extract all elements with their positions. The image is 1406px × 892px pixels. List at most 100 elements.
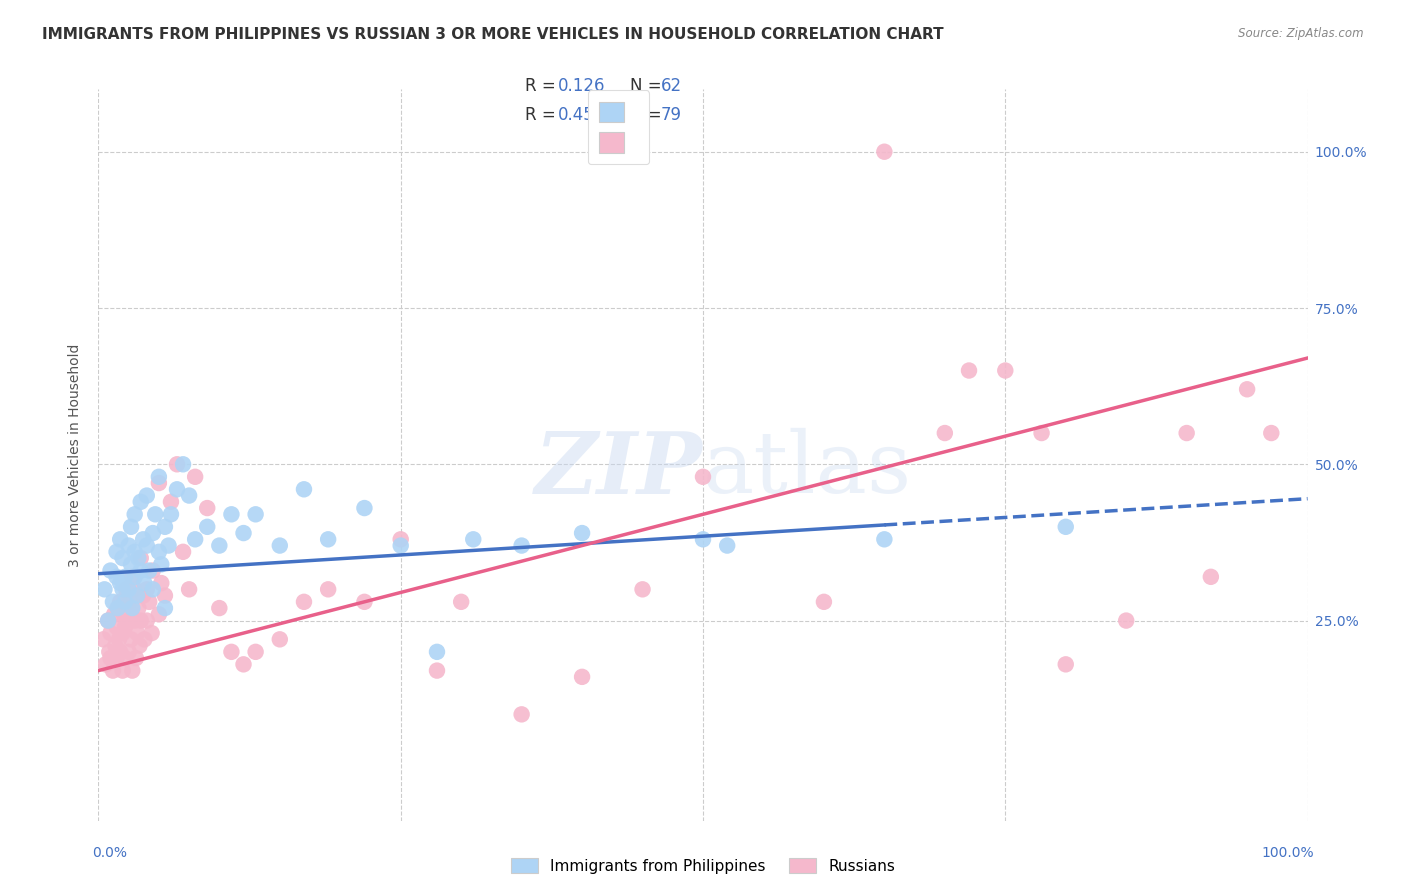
Text: atlas: atlas (703, 428, 912, 511)
Point (97, 614, 120, 628)
Point (208, 539, 231, 553)
Point (114, 570, 136, 584)
Point (813, 595, 835, 609)
Point (245, 508, 267, 522)
Point (100, 651, 122, 665)
Point (873, 533, 896, 547)
Point (138, 595, 160, 609)
Point (994, 363, 1017, 377)
Point (129, 564, 152, 578)
Point (148, 607, 170, 622)
Point (143, 508, 166, 522)
Point (114, 620, 136, 634)
Point (172, 458, 194, 472)
Point (107, 601, 129, 615)
Point (134, 632, 156, 647)
Point (127, 551, 149, 566)
Point (120, 520, 142, 534)
Point (450, 595, 472, 609)
Point (510, 707, 533, 722)
Text: 0.126: 0.126 (558, 77, 606, 95)
Point (128, 639, 150, 653)
Point (132, 533, 155, 547)
Point (111, 551, 134, 566)
Text: 79: 79 (661, 106, 682, 124)
Point (292, 595, 315, 609)
Point (179, 582, 201, 597)
Point (108, 632, 131, 647)
Point (157, 539, 180, 553)
Point (124, 614, 146, 628)
Point (114, 651, 136, 665)
Point (353, 501, 375, 516)
Point (292, 483, 315, 497)
Point (127, 626, 149, 640)
Point (166, 458, 188, 472)
Point (179, 489, 201, 503)
Point (1236, 382, 1258, 396)
Point (135, 539, 157, 553)
Point (389, 533, 412, 547)
Point (142, 526, 165, 541)
Text: R =: R = (526, 77, 561, 95)
Point (134, 576, 156, 591)
Text: 62: 62 (661, 77, 682, 95)
Point (135, 582, 157, 597)
Point (111, 664, 134, 678)
Point (1115, 614, 1137, 628)
Point (316, 533, 339, 547)
Point (172, 545, 194, 559)
Point (269, 539, 291, 553)
Point (105, 545, 128, 559)
Point (129, 495, 152, 509)
Point (124, 545, 146, 559)
Point (104, 639, 127, 653)
Text: IMMIGRANTS FROM PHILIPPINES VS RUSSIAN 3 OR MORE VEHICLES IN HOUSEHOLD CORRELATI: IMMIGRANTS FROM PHILIPPINES VS RUSSIAN 3… (42, 27, 943, 42)
Point (91, 632, 114, 647)
Point (121, 601, 143, 615)
Point (127, 601, 149, 615)
Point (121, 664, 143, 678)
Point (135, 489, 157, 503)
Point (184, 533, 207, 547)
Point (208, 601, 231, 615)
Point (100, 564, 122, 578)
Point (1199, 570, 1222, 584)
Point (221, 508, 243, 522)
Point (463, 533, 485, 547)
Legend: , : , (588, 90, 650, 164)
Point (100, 626, 122, 640)
Point (160, 495, 183, 509)
Point (105, 620, 128, 634)
Point (101, 595, 124, 609)
Point (510, 539, 533, 553)
Point (98, 645, 121, 659)
Point (426, 664, 449, 678)
Point (873, 145, 896, 159)
Text: 100.0%: 100.0% (1261, 846, 1313, 860)
Point (105, 651, 128, 665)
Text: N =: N = (630, 77, 668, 95)
Point (571, 526, 593, 541)
Point (934, 425, 956, 440)
Point (111, 582, 134, 597)
Point (93, 582, 115, 597)
Point (153, 520, 176, 534)
Point (124, 508, 146, 522)
Point (195, 520, 218, 534)
Point (232, 657, 254, 672)
Point (389, 539, 412, 553)
Point (112, 607, 135, 622)
Point (121, 570, 143, 584)
Point (118, 539, 141, 553)
Point (245, 645, 267, 659)
Point (692, 470, 714, 484)
Point (118, 614, 141, 628)
Point (631, 582, 654, 597)
Point (125, 651, 148, 665)
Point (124, 582, 146, 597)
Point (141, 626, 163, 640)
Text: Source: ZipAtlas.com: Source: ZipAtlas.com (1239, 27, 1364, 40)
Point (97, 614, 120, 628)
Point (1054, 657, 1077, 672)
